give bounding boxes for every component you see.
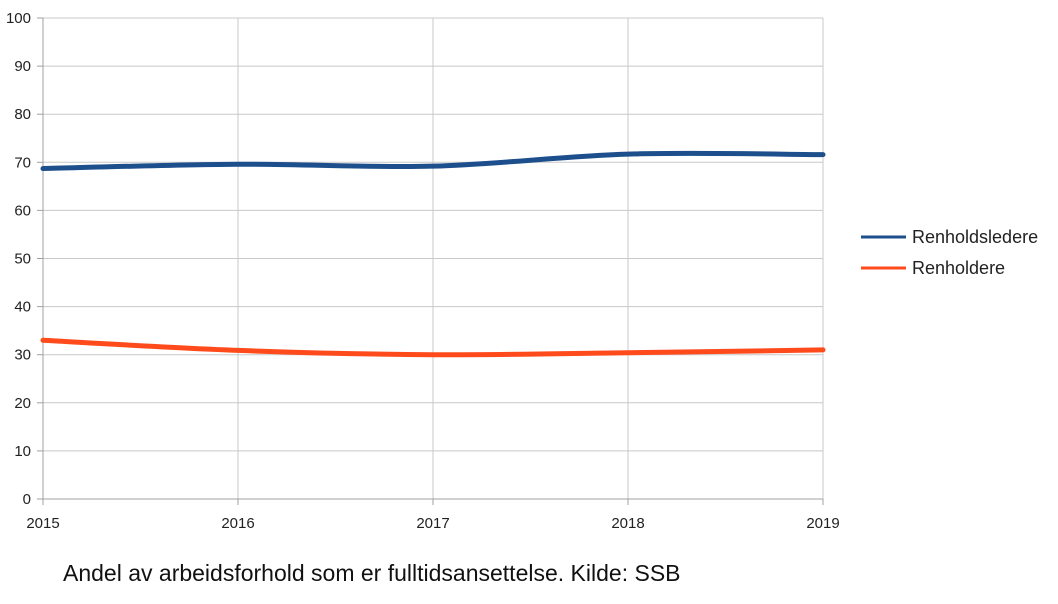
y-tick-label: 40 <box>14 299 31 316</box>
x-tick-label: 2015 <box>26 515 59 532</box>
legend: Renholdsledere Renholdere <box>861 227 1038 278</box>
y-tick-label: 80 <box>14 106 31 123</box>
x-tick-label: 2018 <box>611 515 644 532</box>
x-axis-ticks: 2015 2016 2017 2018 2019 <box>26 499 840 532</box>
legend-label-renholdere: Renholdere <box>912 258 1005 278</box>
series-line-renholdere <box>40 337 826 358</box>
y-tick-label: 20 <box>14 395 31 412</box>
y-tick-label: 10 <box>14 443 31 460</box>
gridlines <box>43 17 824 499</box>
y-tick-label: 90 <box>14 58 31 75</box>
series-lines <box>40 150 826 358</box>
y-tick-label: 100 <box>6 10 31 27</box>
chart-caption: Andel av arbeidsforhold som er fulltidsa… <box>63 560 681 586</box>
y-tick-label: 70 <box>14 154 31 171</box>
x-tick-label: 2017 <box>416 515 449 532</box>
x-tick-label: 2019 <box>806 515 839 532</box>
series-line-renholdsledere <box>40 150 826 172</box>
y-tick-label: 0 <box>23 491 31 508</box>
y-tick-label: 50 <box>14 251 31 268</box>
legend-label-renholdsledere: Renholdsledere <box>912 227 1038 247</box>
y-tick-label: 30 <box>14 347 31 364</box>
x-tick-label: 2016 <box>221 515 254 532</box>
y-axis-ticks: 0 10 20 30 40 50 60 70 80 90 100 <box>6 10 43 508</box>
y-tick-label: 60 <box>14 202 31 219</box>
